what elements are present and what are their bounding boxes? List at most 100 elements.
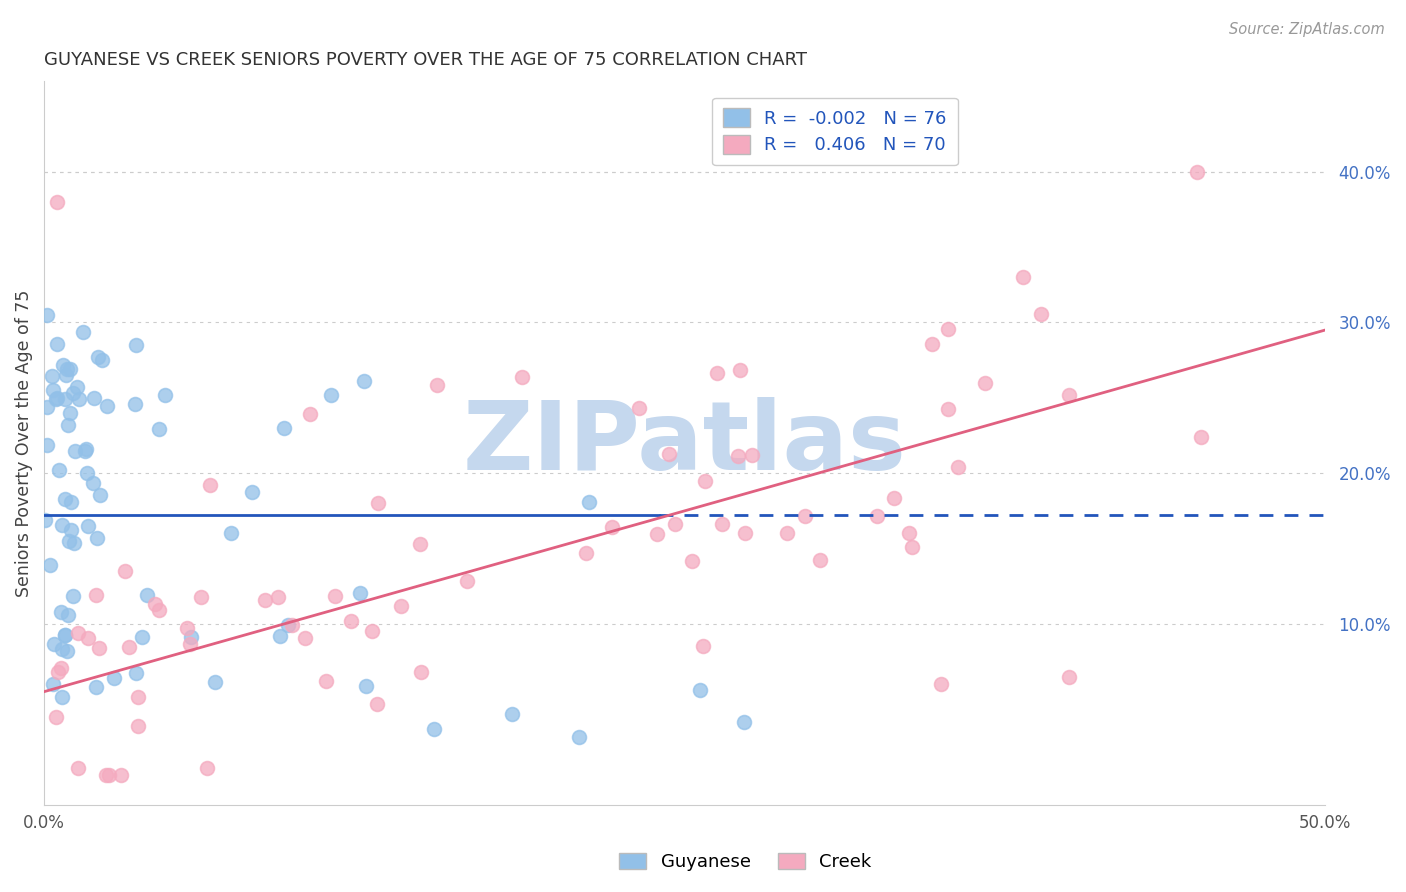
Point: [921, 337, 943, 351]
Point: [153, 388, 176, 402]
Point: [179, 637, 201, 651]
Point: [84, 680, 107, 694]
Point: [204, 675, 226, 690]
Point: [936, 322, 959, 336]
Point: [143, 597, 166, 611]
Point: [59, 524, 82, 538]
Point: [136, 588, 159, 602]
Point: [1031, 308, 1053, 322]
Point: [277, 617, 299, 632]
Point: [67, 626, 90, 640]
Point: [974, 376, 997, 390]
Point: [356, 679, 378, 693]
Point: [75, 443, 97, 458]
Point: [55, 392, 77, 406]
Point: [269, 629, 291, 643]
Point: [87, 640, 110, 655]
Point: [103, 671, 125, 685]
Point: [37, 308, 59, 322]
Point: [195, 762, 218, 776]
Point: [568, 730, 591, 744]
Point: [319, 388, 342, 402]
Point: [66, 380, 89, 394]
Point: [426, 378, 449, 392]
Point: [53, 491, 76, 506]
Point: [86, 531, 108, 545]
Point: [110, 767, 132, 781]
Point: [510, 369, 533, 384]
Point: [734, 525, 756, 540]
Point: [53, 628, 76, 642]
Point: [1185, 165, 1208, 179]
Point: [76, 518, 98, 533]
Point: [51, 690, 73, 704]
Point: [727, 449, 749, 463]
Point: [75, 442, 97, 456]
Point: [62, 386, 84, 401]
Point: [125, 338, 148, 352]
Legend: R =  -0.002   N = 76, R =   0.406   N = 70: R = -0.002 N = 76, R = 0.406 N = 70: [711, 97, 957, 165]
Point: [82, 475, 104, 490]
Point: [1059, 388, 1081, 402]
Point: [114, 564, 136, 578]
Point: [340, 614, 363, 628]
Point: [55, 368, 77, 383]
Point: [240, 485, 263, 500]
Point: [600, 520, 623, 534]
Point: [124, 397, 146, 411]
Point: [323, 589, 346, 603]
Point: [63, 444, 86, 458]
Point: [219, 525, 242, 540]
Point: [127, 719, 149, 733]
Point: [190, 590, 212, 604]
Point: [180, 630, 202, 644]
Point: [125, 666, 148, 681]
Point: [733, 714, 755, 729]
Point: [62, 589, 84, 603]
Point: [118, 640, 141, 654]
Point: [647, 527, 669, 541]
Point: [59, 362, 82, 376]
Point: [695, 474, 717, 488]
Point: [681, 554, 703, 568]
Point: [866, 509, 889, 524]
Point: [72, 325, 94, 339]
Point: [148, 422, 170, 436]
Point: [83, 391, 105, 405]
Point: [711, 516, 734, 531]
Point: [664, 517, 686, 532]
Point: [456, 574, 478, 589]
Point: [51, 642, 73, 657]
Point: [41, 369, 63, 384]
Point: [87, 350, 110, 364]
Point: [59, 495, 82, 509]
Point: [808, 553, 831, 567]
Point: [84, 588, 107, 602]
Point: [48, 665, 70, 679]
Point: [794, 509, 817, 524]
Point: [946, 460, 969, 475]
Point: [409, 537, 432, 551]
Point: [1057, 670, 1080, 684]
Point: [658, 447, 681, 461]
Point: [91, 353, 114, 368]
Point: [353, 374, 375, 388]
Point: [42, 383, 65, 397]
Point: [48, 463, 70, 477]
Point: [897, 526, 920, 541]
Point: [148, 603, 170, 617]
Point: [349, 586, 371, 600]
Point: [51, 517, 73, 532]
Point: [58, 533, 80, 548]
Point: [389, 599, 412, 614]
Point: [281, 617, 304, 632]
Point: [127, 690, 149, 705]
Point: [741, 448, 763, 462]
Point: [366, 697, 388, 711]
Y-axis label: Seniors Poverty Over the Age of 75: Seniors Poverty Over the Age of 75: [15, 289, 32, 597]
Point: [94, 767, 117, 781]
Point: [776, 525, 799, 540]
Point: [273, 421, 295, 435]
Point: [49, 606, 72, 620]
Point: [409, 665, 432, 680]
